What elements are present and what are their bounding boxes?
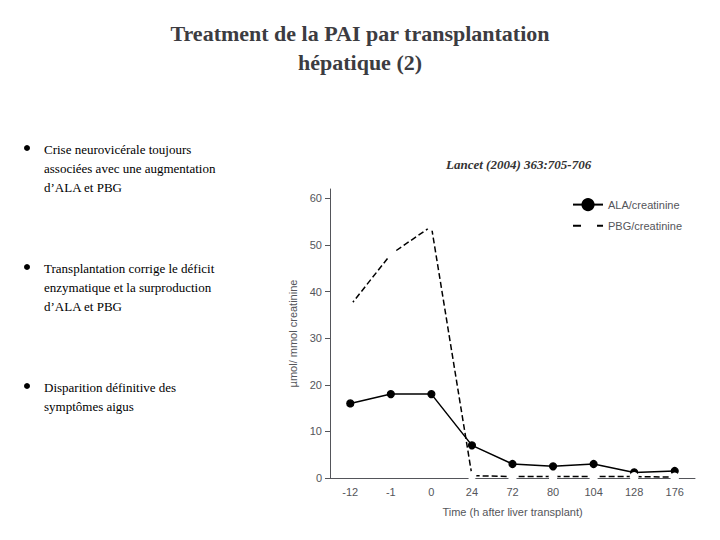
svg-text:176: 176 [666,486,684,498]
svg-text:Disparition définitive des: Disparition définitive des [44,380,176,395]
svg-text:d’ALA et PBG: d’ALA et PBG [44,299,122,314]
svg-text:40: 40 [310,286,322,298]
svg-text:d’ALA et PBG: d’ALA et PBG [44,180,122,195]
svg-text:associées avec une augmentatio: associées avec une augmentation [44,161,216,176]
svg-text:Lancet (2004) 363:705-706: Lancet (2004) 363:705-706 [445,157,592,172]
svg-text:0: 0 [428,486,434,498]
svg-text:50: 50 [310,239,322,251]
svg-text:-1: -1 [386,486,396,498]
svg-text:Treatment de la PAI par transp: Treatment de la PAI par transplantation [170,21,549,46]
svg-text:128: 128 [625,486,643,498]
svg-text:Time (h after liver transplant: Time (h after liver transplant) [442,506,582,518]
svg-text:80: 80 [547,486,559,498]
svg-text:PBG/creatinine: PBG/creatinine [608,220,682,232]
svg-text:20: 20 [310,379,322,391]
svg-text:-12: -12 [342,486,358,498]
svg-text:hépatique (2): hépatique (2) [298,50,422,75]
svg-text:0: 0 [316,472,322,484]
svg-text:Crise neurovicérale toujours: Crise neurovicérale toujours [44,142,191,157]
svg-text:104: 104 [584,486,602,498]
svg-text:enzymatique et la surproductio: enzymatique et la surproduction [44,280,212,295]
svg-text:10: 10 [310,425,322,437]
svg-text:72: 72 [506,486,518,498]
svg-text:symptômes aigus: symptômes aigus [44,399,134,414]
svg-text:Transplantation corrige le déf: Transplantation corrige le déficit [44,261,215,276]
svg-text:60: 60 [310,192,322,204]
svg-text:24: 24 [466,486,478,498]
svg-text:30: 30 [310,332,322,344]
svg-text:ALA/creatinine: ALA/creatinine [608,199,680,211]
svg-text:µmol/ mmol creatinine: µmol/ mmol creatinine [287,280,299,388]
